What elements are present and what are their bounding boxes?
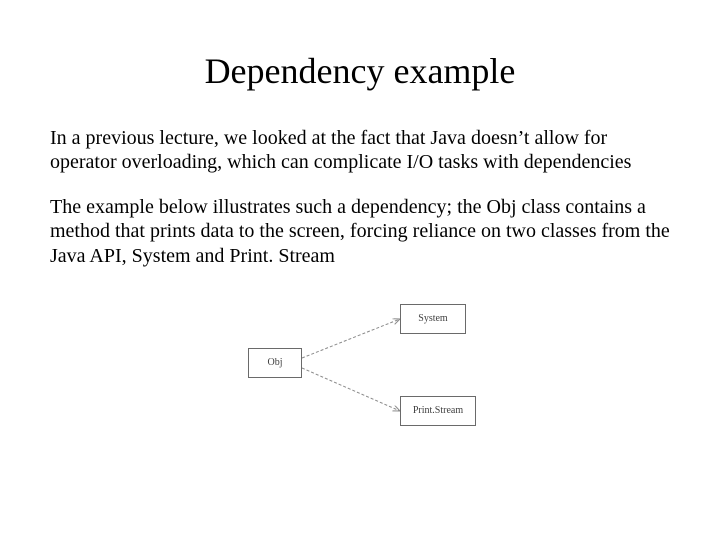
paragraph-2: The example below illustrates such a dep…	[50, 195, 670, 268]
paragraph-1: In a previous lecture, we looked at the …	[50, 126, 670, 175]
diagram-container: Obj System Print.Stream	[50, 288, 670, 438]
node-system-label: System	[418, 313, 447, 324]
page-title: Dependency example	[50, 50, 670, 92]
node-printstream: Print.Stream	[400, 396, 476, 426]
dependency-diagram: Obj System Print.Stream	[210, 288, 510, 438]
slide: Dependency example In a previous lecture…	[0, 0, 720, 540]
edge-obj-printstream	[302, 368, 400, 411]
node-printstream-label: Print.Stream	[413, 405, 463, 416]
edge-obj-system	[302, 319, 400, 358]
node-obj: Obj	[248, 348, 302, 378]
node-obj-label: Obj	[268, 357, 283, 368]
node-system: System	[400, 304, 466, 334]
